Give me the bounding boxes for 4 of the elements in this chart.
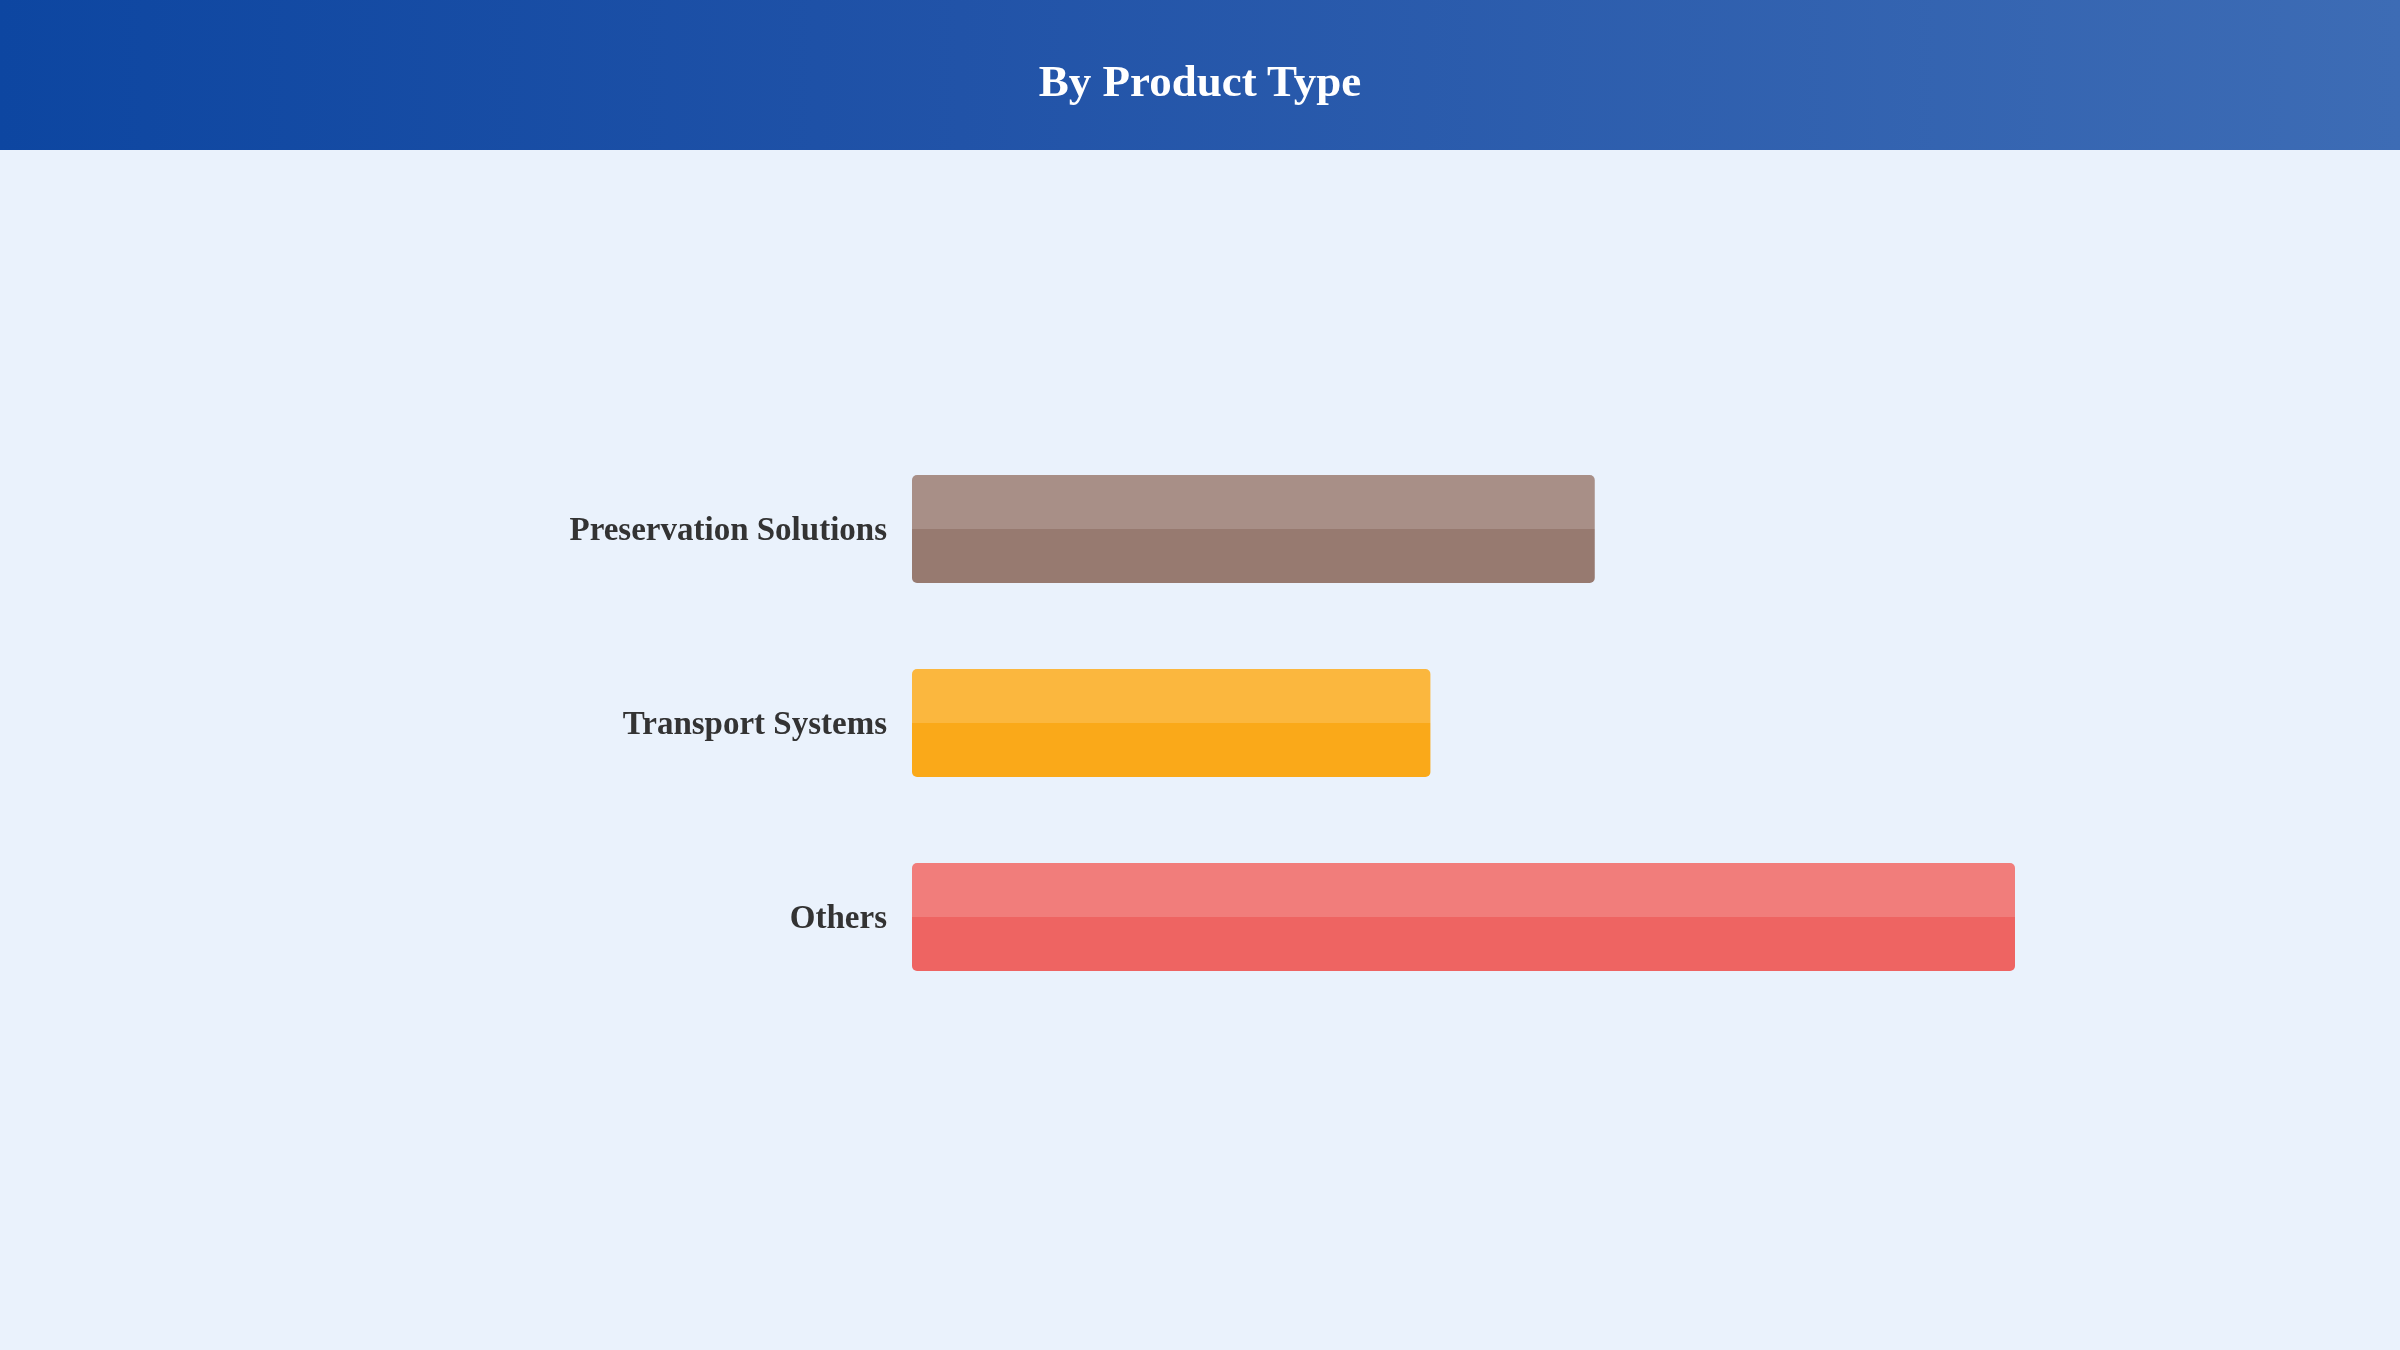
y-tick-label: Transport Systems: [622, 705, 888, 741]
chart-title: By Product Type: [1038, 55, 1362, 107]
y-tick-label: Others: [789, 899, 888, 935]
y-tick-label: Preservation Solutions: [569, 511, 888, 547]
